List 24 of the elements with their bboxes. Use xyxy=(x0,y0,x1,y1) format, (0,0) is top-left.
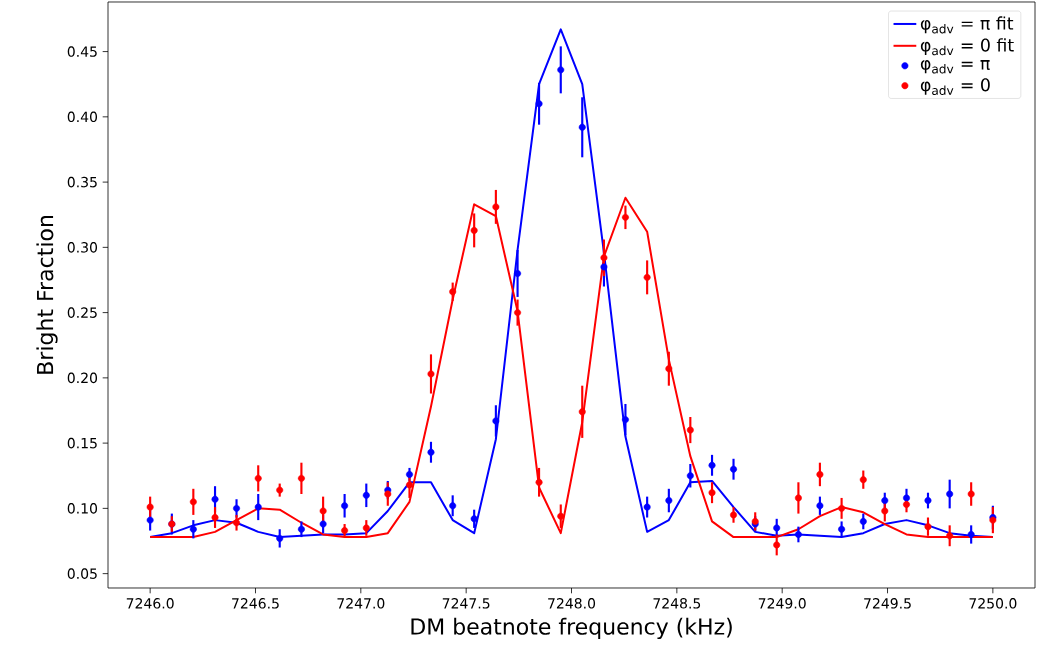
y-tick-label: 0.45 xyxy=(67,46,97,57)
x-tick-label: 7250.0 xyxy=(969,598,1017,609)
x-tick-label: 7246.0 xyxy=(126,598,174,609)
y-tick-label: 0.30 xyxy=(67,242,98,253)
x-tick-label: 7249.5 xyxy=(864,598,911,609)
y-tick-label: 0.40 xyxy=(67,111,98,123)
x-tick-label: 7248.0 xyxy=(548,598,596,609)
y-tick-label: 0.05 xyxy=(67,568,97,579)
y-tick-label: 0.10 xyxy=(67,503,98,514)
legend-label: φ$_{adv}$ = π xyxy=(920,60,990,74)
legend-label: φ$_{adv}$ = 0 xyxy=(920,78,990,95)
y-tick-label: 0.25 xyxy=(67,307,97,318)
x-tick-label: 7246.5 xyxy=(232,598,279,609)
y-tick-label: 0.20 xyxy=(67,372,98,384)
y-tick-label: 0.35 xyxy=(67,176,97,188)
x-tick-label: 7248.5 xyxy=(653,598,701,609)
x-tick-label: 7247.0 xyxy=(337,598,385,609)
y-tick-label: 0.15 xyxy=(67,437,97,449)
x-axis-title: DM beatnote frequency (kHz) xyxy=(411,617,732,640)
legend-label: φ$_{adv}$ = π fit xyxy=(920,16,1014,34)
x-tick-label: 7247.5 xyxy=(442,598,490,609)
x-tick-label: 7249.0 xyxy=(758,598,806,609)
y-axis-title: Bright Fraction xyxy=(36,216,58,374)
legend-label: φ$_{adv}$ = 0 fit xyxy=(920,38,1014,56)
